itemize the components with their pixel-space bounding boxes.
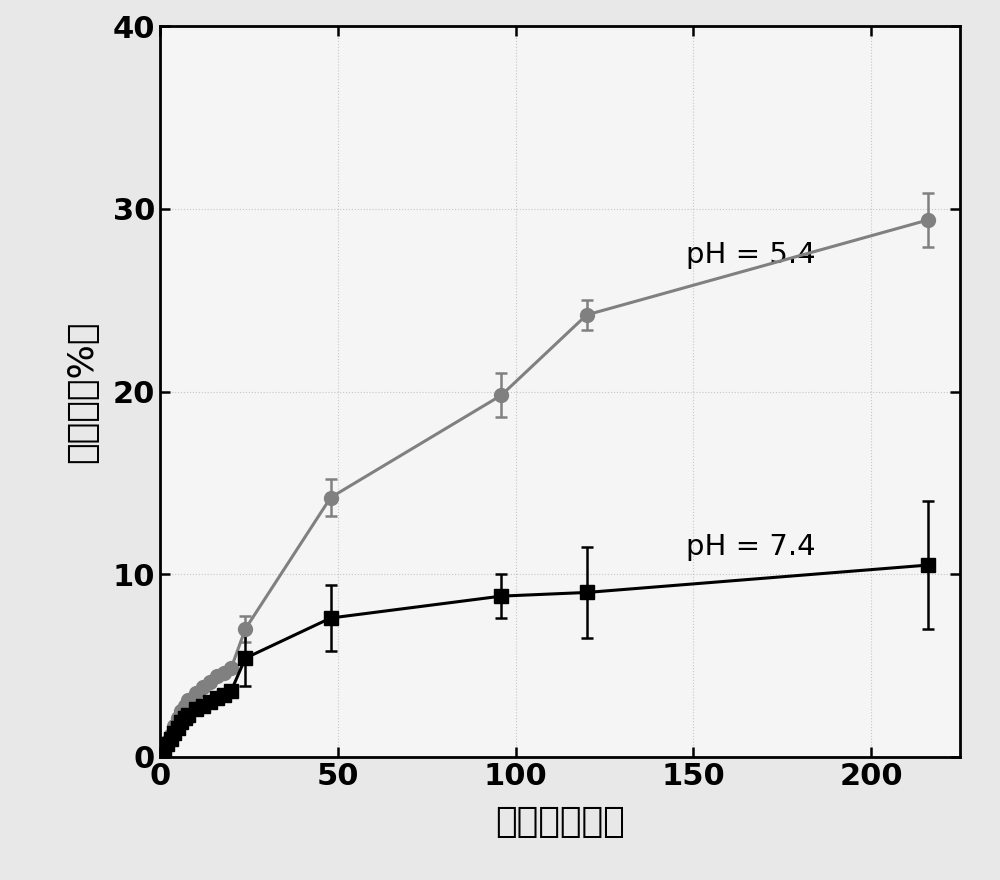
X-axis label: 时间（小时）: 时间（小时） <box>495 804 625 839</box>
Text: pH = 7.4: pH = 7.4 <box>686 532 816 561</box>
Y-axis label: 释放量（%）: 释放量（%） <box>65 320 99 463</box>
Text: pH = 5.4: pH = 5.4 <box>686 240 816 268</box>
